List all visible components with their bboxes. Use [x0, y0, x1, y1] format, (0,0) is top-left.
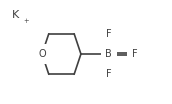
Text: K: K — [12, 10, 19, 20]
Text: F: F — [106, 69, 112, 79]
Text: F: F — [106, 29, 112, 39]
Text: O: O — [38, 49, 46, 59]
Text: B: B — [105, 49, 112, 59]
Text: +: + — [23, 18, 29, 24]
Text: F: F — [132, 49, 138, 59]
